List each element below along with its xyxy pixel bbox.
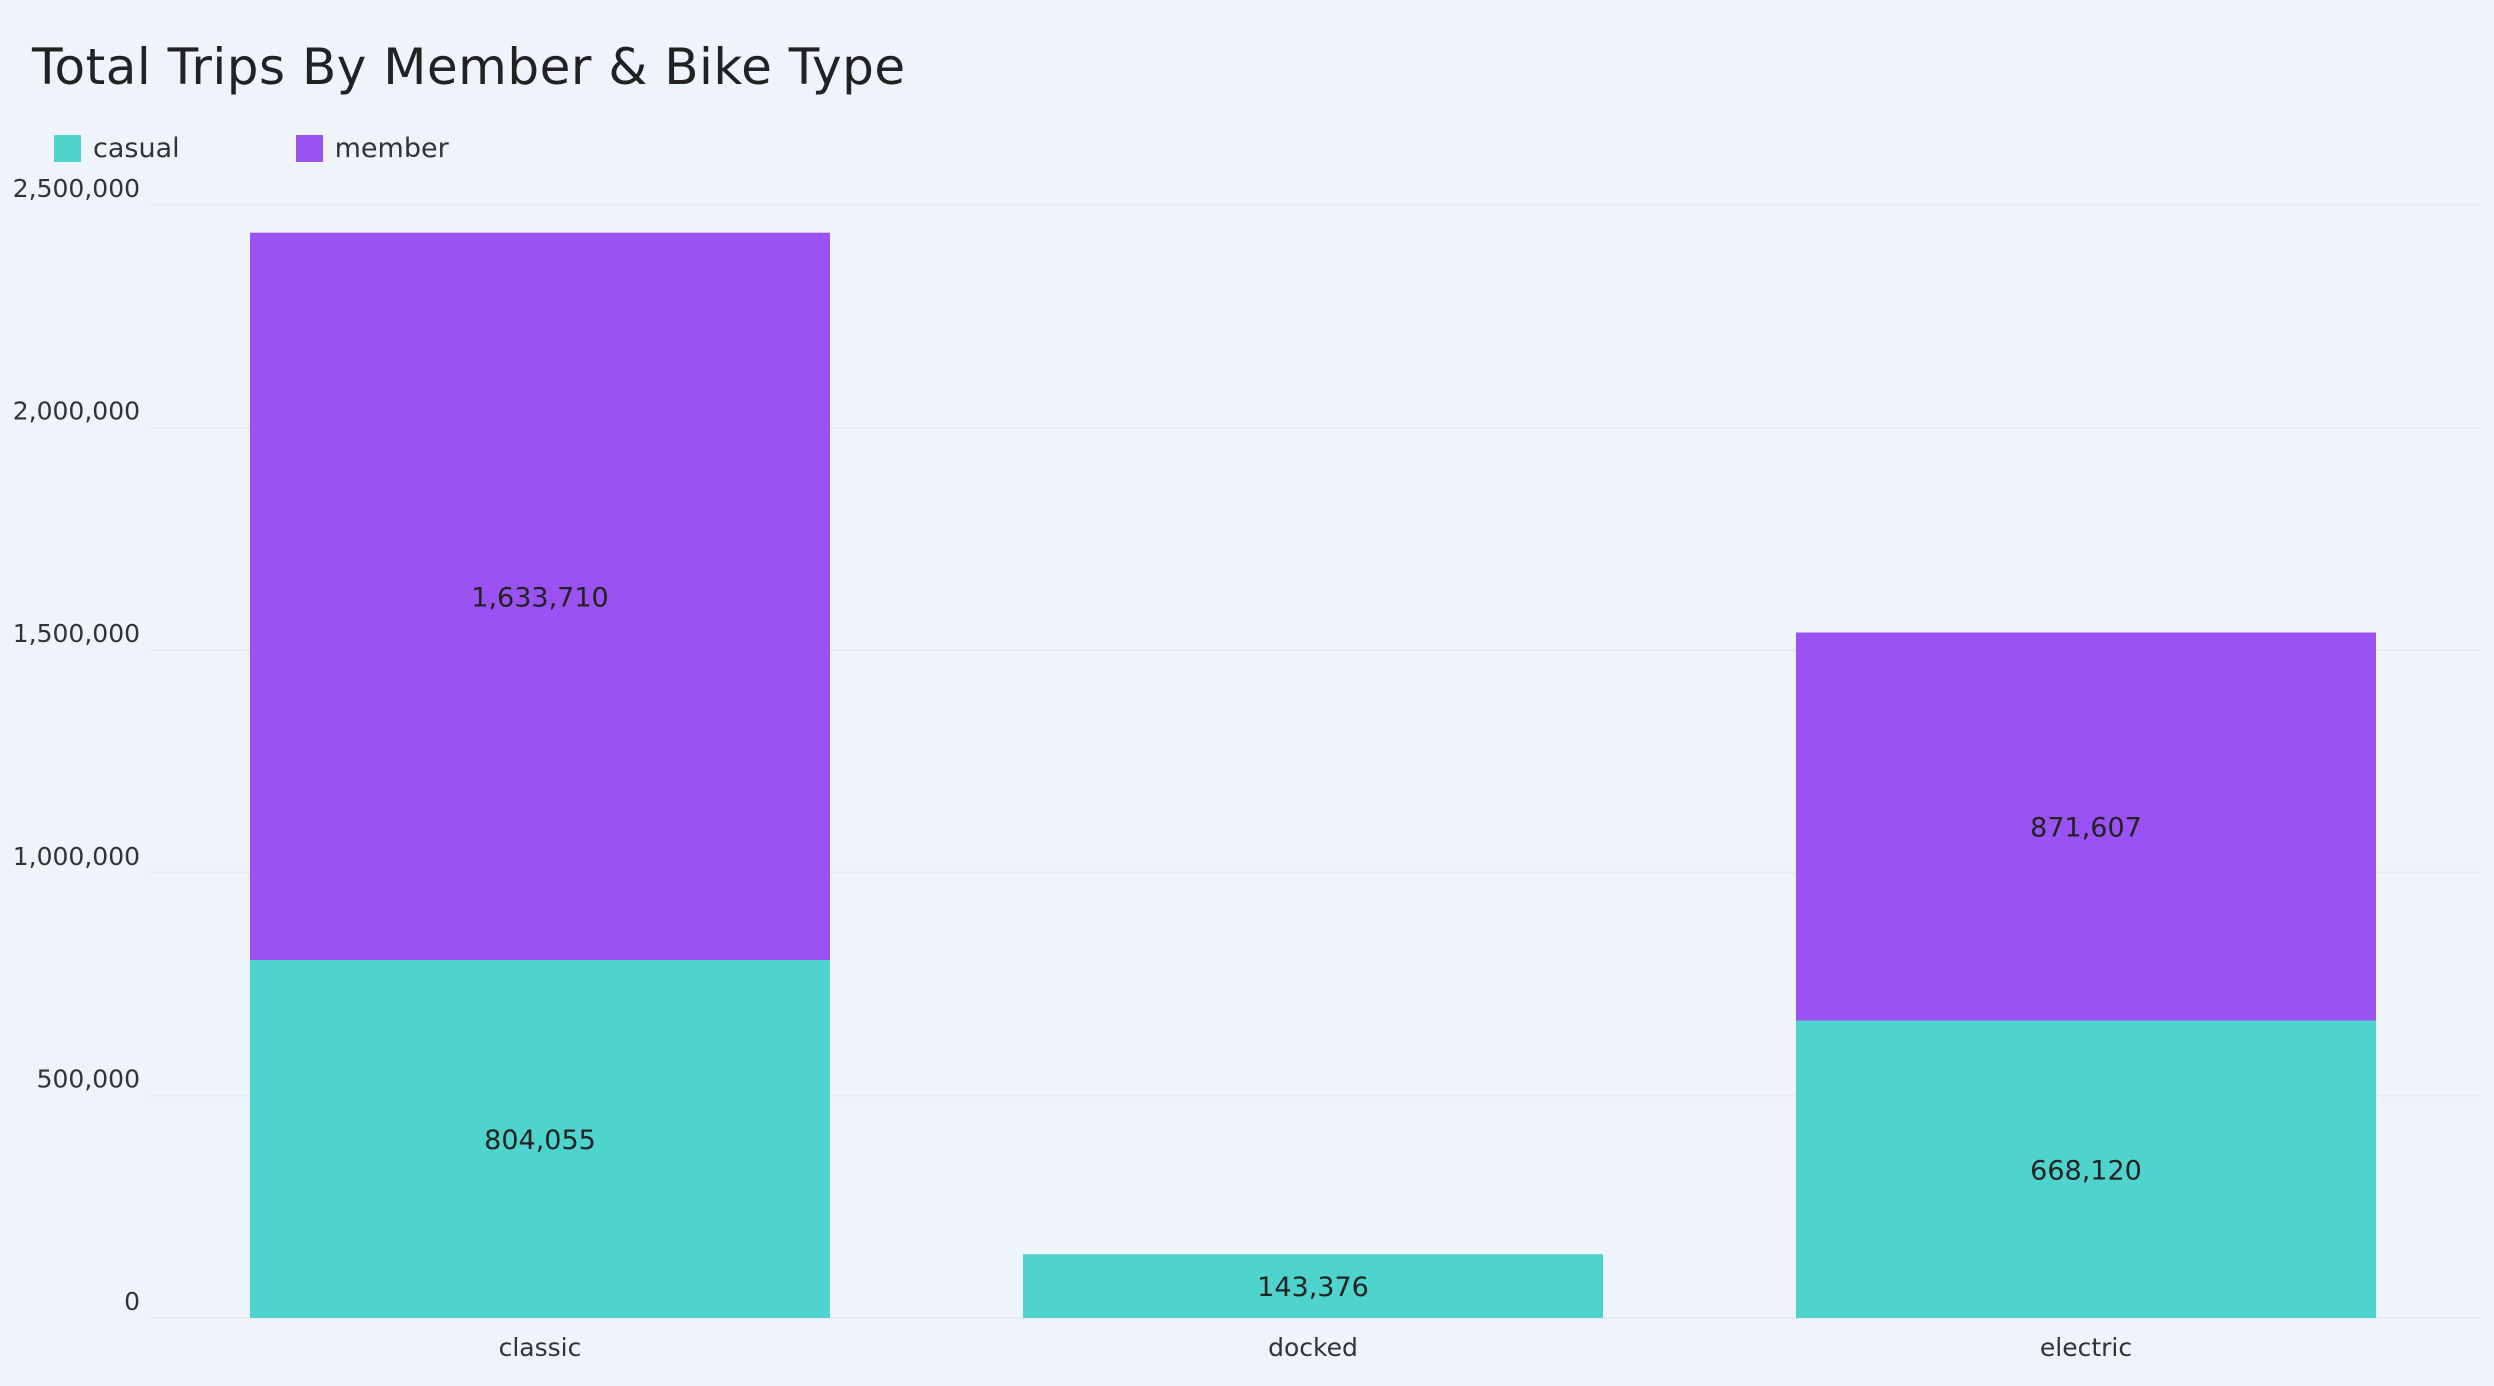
y-tick-label: 500,000 [37, 1064, 140, 1093]
legend-label-casual: casual [93, 133, 180, 164]
data-labels: 804,055 1,633,710 143,376 668,120 871,607 [471, 582, 2142, 1303]
legend-swatch-casual [54, 135, 81, 162]
data-label-classic-member: 1,633,710 [471, 582, 608, 613]
y-tick-label: 2,000,000 [13, 397, 140, 426]
bar-electric-casual[interactable] [1796, 1020, 2376, 1318]
legend-label-member: member [334, 133, 449, 164]
y-tick-label: 2,500,000 [13, 174, 140, 203]
legend-swatch-member [295, 135, 323, 162]
y-axis: 0 500,000 1,000,000 1,500,000 2,000,000 2,500… [13, 174, 140, 1316]
data-label-electric-casual: 668,120 [2030, 1155, 2142, 1186]
bar-classic-member[interactable] [250, 232, 830, 961]
y-tick-label: 0 [124, 1287, 140, 1316]
y-tick-label: 1,500,000 [13, 619, 140, 648]
bar-classic-casual[interactable] [250, 960, 830, 1318]
legend-item-member[interactable]: member [295, 133, 449, 164]
x-tick-label-classic: classic [499, 1333, 582, 1362]
data-label-electric-member: 871,607 [2030, 813, 2142, 844]
data-label-docked-casual: 143,376 [1257, 1272, 1369, 1303]
y-tick-label: 1,000,000 [13, 842, 140, 871]
bars [250, 232, 2376, 1318]
legend: casual member [54, 133, 565, 164]
data-label-classic-casual: 804,055 [484, 1125, 596, 1156]
x-tick-label-docked: docked [1268, 1333, 1358, 1362]
x-tick-label-electric: electric [2040, 1333, 2132, 1362]
bar-docked-casual[interactable] [1023, 1254, 1603, 1318]
x-axis: classic docked electric [499, 1333, 2133, 1362]
bar-electric-member[interactable] [1796, 632, 2376, 1021]
chart-title: Total Trips By Member & Bike Type [32, 38, 906, 96]
legend-item-casual[interactable]: casual [54, 133, 180, 164]
